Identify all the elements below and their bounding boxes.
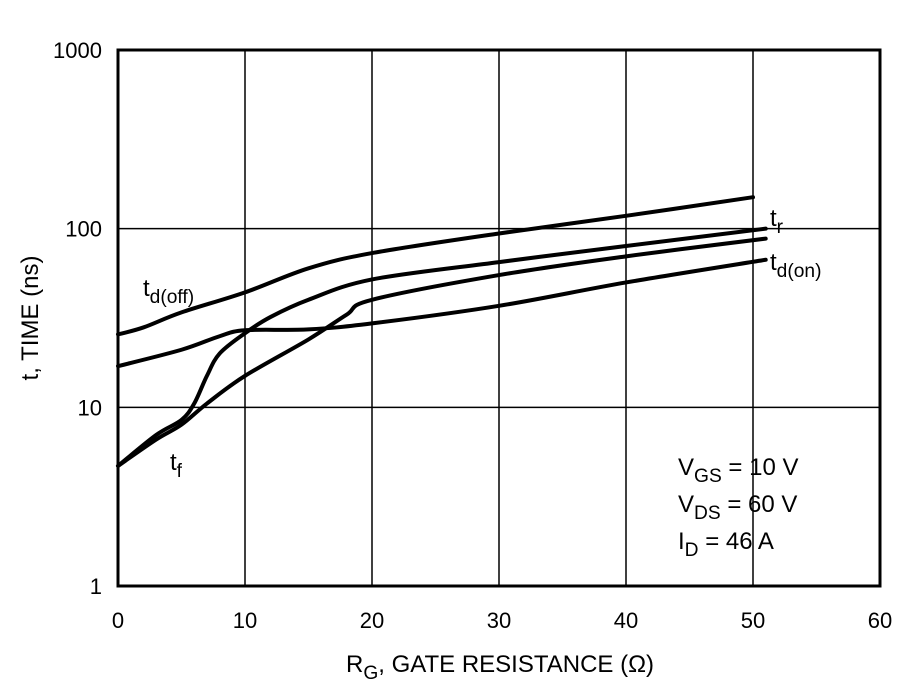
x-tick-label: 50 xyxy=(741,608,765,633)
x-tick-label: 0 xyxy=(112,608,124,633)
series-label-tdoff: td(off) xyxy=(143,275,194,308)
y-tick-label: 1000 xyxy=(53,38,102,63)
series-label-tf: tf xyxy=(170,449,183,482)
y-axis-label: t, TIME (ns) xyxy=(17,256,44,381)
y-tick-label: 100 xyxy=(65,217,102,242)
condition-annotation: ID = 46 A xyxy=(678,528,774,561)
x-tick-label: 20 xyxy=(360,608,384,633)
series-line-tdon xyxy=(116,257,768,369)
y-tick-label: 10 xyxy=(78,395,102,420)
x-tick-label: 40 xyxy=(614,608,638,633)
condition-annotation: VGS = 10 V xyxy=(678,454,798,487)
x-axis-label: RG, GATE RESISTANCE (Ω) xyxy=(346,651,654,684)
series-line-tf xyxy=(116,236,768,468)
x-tick-label: 10 xyxy=(233,608,257,633)
y-tick-label: 1 xyxy=(90,574,102,599)
condition-annotation: VDS = 60 V xyxy=(678,491,797,524)
series-label-tr: tr xyxy=(770,205,784,238)
series-line-tr xyxy=(116,226,768,468)
series-line-tdoff xyxy=(116,195,755,337)
x-tick-label: 30 xyxy=(487,608,511,633)
plot-frame xyxy=(116,48,882,588)
series-label-tdon: td(on) xyxy=(770,249,821,282)
x-tick-label: 60 xyxy=(868,608,892,633)
